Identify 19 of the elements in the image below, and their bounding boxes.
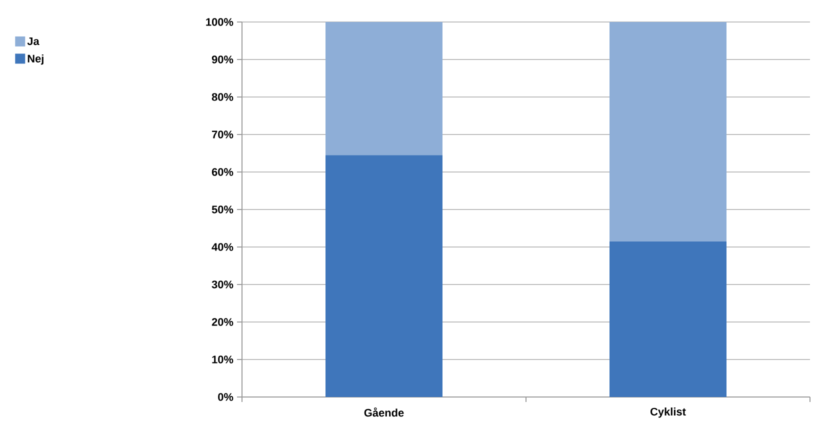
bar: [325, 22, 442, 156]
y-tick-label: 100%: [206, 18, 234, 26]
x-tick-label: Cyklist: [650, 408, 686, 418]
y-tick-label: 40%: [212, 243, 234, 251]
legend-label: Ja: [27, 37, 40, 46]
bar: [325, 155, 442, 397]
x-tick-label: Gående: [364, 408, 404, 417]
y-tick-label: 0%: [218, 393, 234, 401]
bar: [610, 22, 727, 242]
legend-label: Nej: [28, 54, 44, 65]
y-tick-label: 90%: [212, 56, 234, 64]
y-tick-label: 80%: [212, 93, 234, 101]
y-tick-label: 30%: [212, 280, 234, 288]
y-tick-label: 20%: [212, 318, 234, 326]
y-tick-label: 50%: [212, 206, 234, 214]
y-tick-label: 10%: [212, 356, 234, 364]
bar: [610, 241, 727, 397]
y-tick-label: 60%: [212, 168, 234, 176]
y-tick-label: 70%: [212, 130, 234, 138]
